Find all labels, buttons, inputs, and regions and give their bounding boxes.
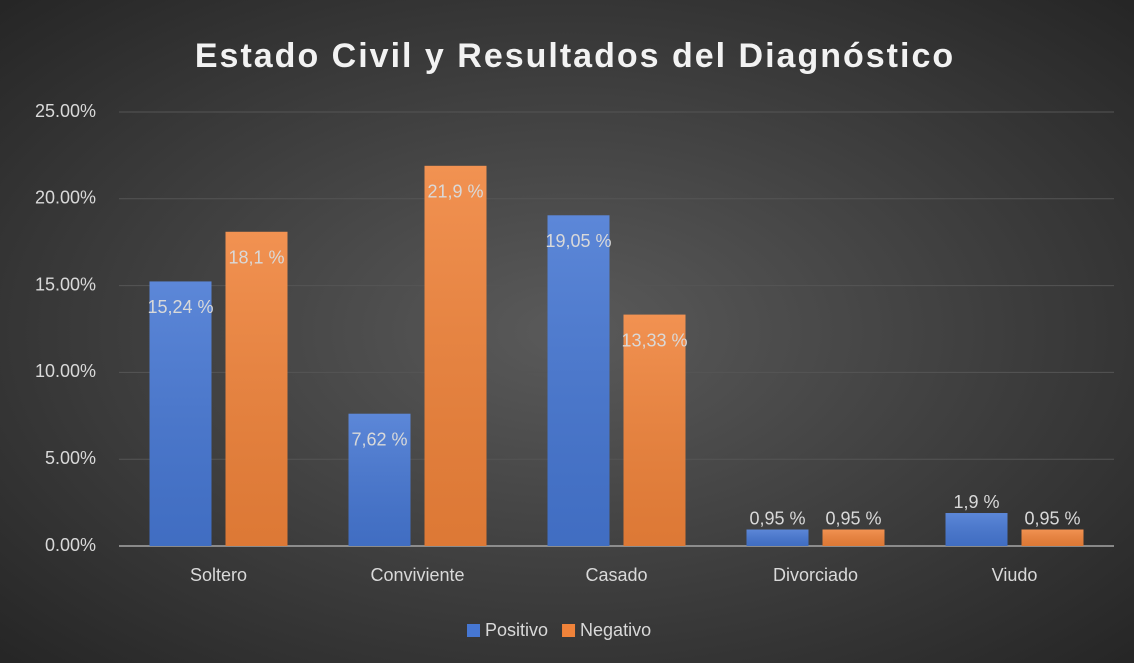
data-label: 0,95 %	[1024, 508, 1080, 528]
bar-shade	[822, 529, 885, 546]
y-tick-label: 5.00%	[45, 448, 96, 468]
bar-shade	[424, 165, 487, 547]
data-label: 0,95 %	[825, 508, 881, 528]
x-tick-label: Divorciado	[773, 565, 858, 585]
bar-shade	[1021, 529, 1084, 546]
bar-shade	[225, 231, 288, 546]
y-tick-label: 10.00%	[35, 361, 96, 381]
chart-title: Estado Civil y Resultados del Diagnóstic…	[195, 37, 955, 75]
bar-shade	[149, 281, 212, 546]
data-label: 0,95 %	[749, 508, 805, 528]
data-label: 21,9 %	[427, 182, 483, 202]
bar-shade	[348, 413, 411, 546]
data-label: 15,24 %	[147, 297, 213, 317]
y-tick-label: 0.00%	[45, 535, 96, 555]
y-tick-label: 20.00%	[35, 188, 96, 208]
data-label: 18,1 %	[228, 248, 284, 268]
legend-label: Negativo	[580, 620, 651, 640]
x-tick-label: Conviviente	[370, 565, 464, 585]
data-label: 1,9 %	[953, 492, 999, 512]
bar-shade	[623, 314, 686, 546]
legend-swatch	[562, 624, 576, 637]
x-tick-label: Casado	[585, 565, 647, 585]
y-tick-label: 15.00%	[35, 274, 96, 294]
bar-shade	[945, 513, 1008, 546]
bar-shade	[746, 529, 809, 546]
x-tick-label: Viudo	[992, 565, 1038, 585]
y-tick-label: 25.00%	[35, 101, 96, 121]
bar-shade	[547, 215, 610, 547]
legend-swatch	[467, 624, 480, 637]
data-label: 13,33 %	[621, 330, 687, 350]
data-label: 19,05 %	[545, 231, 611, 251]
data-label: 7,62 %	[351, 429, 407, 449]
legend-label: Positivo	[485, 620, 548, 640]
x-tick-label: Soltero	[190, 565, 247, 585]
